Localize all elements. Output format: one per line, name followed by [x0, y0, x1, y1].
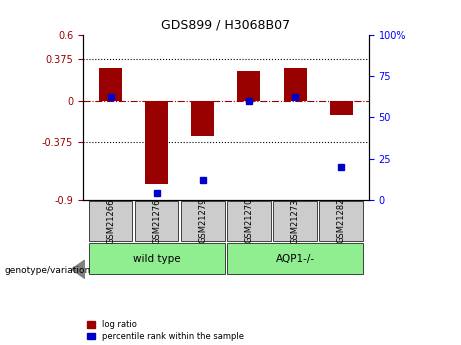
- FancyBboxPatch shape: [227, 243, 363, 274]
- Legend: log ratio, percentile rank within the sample: log ratio, percentile rank within the sa…: [87, 321, 244, 341]
- Polygon shape: [71, 260, 85, 279]
- FancyBboxPatch shape: [273, 201, 317, 241]
- Text: GSM21273: GSM21273: [290, 198, 300, 244]
- FancyBboxPatch shape: [135, 201, 178, 241]
- FancyBboxPatch shape: [181, 201, 225, 241]
- FancyBboxPatch shape: [319, 201, 363, 241]
- Bar: [145, 101, 168, 184]
- FancyBboxPatch shape: [89, 243, 225, 274]
- Text: GSM21279: GSM21279: [198, 198, 207, 244]
- FancyBboxPatch shape: [89, 201, 132, 241]
- Bar: [99, 68, 122, 101]
- Title: GDS899 / H3068B07: GDS899 / H3068B07: [161, 19, 290, 32]
- Bar: [284, 68, 307, 101]
- Text: wild type: wild type: [133, 254, 181, 264]
- Text: GSM21282: GSM21282: [337, 198, 346, 244]
- Text: AQP1-/-: AQP1-/-: [276, 254, 314, 264]
- Text: GSM21276: GSM21276: [152, 198, 161, 244]
- Text: GSM21266: GSM21266: [106, 198, 115, 244]
- Text: genotype/variation: genotype/variation: [5, 266, 91, 275]
- FancyBboxPatch shape: [227, 201, 271, 241]
- Text: GSM21270: GSM21270: [244, 198, 254, 244]
- Bar: [191, 101, 214, 136]
- Bar: [237, 71, 260, 101]
- Bar: [330, 101, 353, 115]
